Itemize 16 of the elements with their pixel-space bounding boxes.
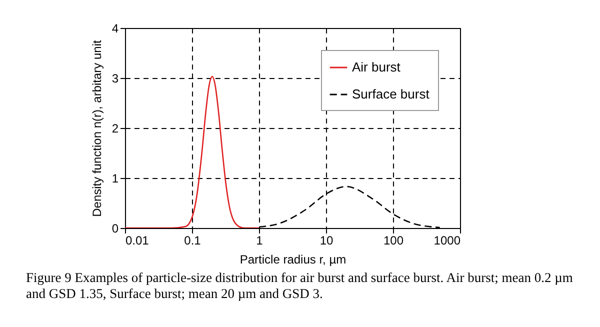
legend-label: Surface burst — [352, 86, 430, 102]
x-tick-label: 1000 — [434, 234, 461, 248]
legend-label: Air burst — [352, 60, 401, 74]
x-tick-label: 10 — [320, 234, 334, 248]
x-tick-label: 100 — [383, 234, 404, 248]
caption: Figure 9 Examples of particle-size distribution for air burst and surface burst. Air burst; mean 0.2 µm and GSD 1.35, Surface burst; mean 20 µm and GSD 3. — [26, 270, 574, 302]
x-tick-label: 0.01 — [126, 234, 150, 248]
y-axis-title: Density function n(r), arbitary unit — [90, 39, 104, 217]
y-tick-label: 1 — [112, 172, 119, 186]
x-tick-label: 1 — [256, 234, 264, 248]
x-axis-title: Particle radius r, µm — [240, 252, 346, 266]
y-tick-label: 2 — [112, 122, 119, 136]
y-tick-label: 0 — [112, 222, 119, 236]
y-tick-label: 3 — [112, 72, 119, 86]
x-tick-label: 0.1 — [184, 234, 202, 248]
y-tick-label: 4 — [112, 22, 119, 36]
